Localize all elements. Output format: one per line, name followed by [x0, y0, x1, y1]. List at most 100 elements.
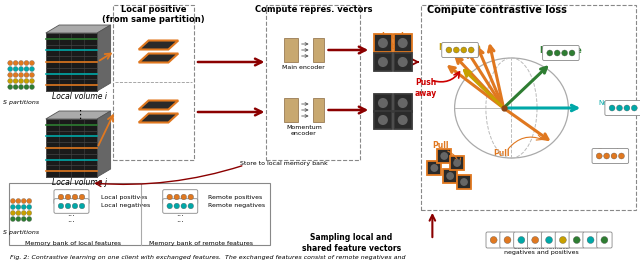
- Text: Local and remote
negatives and positives: Local and remote negatives and positives: [504, 245, 579, 255]
- Circle shape: [504, 237, 511, 243]
- Text: ⋮: ⋮: [74, 110, 85, 120]
- Polygon shape: [312, 98, 324, 122]
- Circle shape: [397, 38, 408, 48]
- Text: Momentum
encoder: Momentum encoder: [286, 125, 322, 136]
- Circle shape: [397, 98, 408, 108]
- Circle shape: [174, 194, 179, 200]
- Circle shape: [29, 85, 35, 90]
- Circle shape: [13, 61, 18, 66]
- Circle shape: [174, 203, 179, 209]
- FancyBboxPatch shape: [394, 111, 412, 129]
- Circle shape: [446, 172, 454, 180]
- Circle shape: [167, 203, 172, 209]
- FancyBboxPatch shape: [374, 34, 392, 52]
- Circle shape: [24, 79, 29, 84]
- Text: Local positive
(from same partition): Local positive (from same partition): [102, 5, 205, 24]
- Circle shape: [624, 105, 630, 111]
- Circle shape: [21, 205, 26, 210]
- Text: Local volume j: Local volume j: [52, 178, 107, 187]
- FancyBboxPatch shape: [457, 175, 471, 189]
- Circle shape: [21, 210, 26, 216]
- Text: Fig. 2: Contrastive learning on one client with exchanged features.  The exchang: Fig. 2: Contrastive learning on one clie…: [10, 254, 406, 259]
- Circle shape: [573, 237, 580, 243]
- Circle shape: [618, 153, 625, 159]
- Circle shape: [8, 61, 13, 66]
- Circle shape: [16, 199, 21, 204]
- Circle shape: [10, 205, 15, 210]
- FancyBboxPatch shape: [514, 232, 529, 248]
- Text: Pull: Pull: [493, 149, 510, 157]
- Circle shape: [569, 50, 575, 56]
- Polygon shape: [139, 53, 179, 63]
- Circle shape: [13, 85, 18, 90]
- Circle shape: [181, 194, 186, 200]
- Circle shape: [547, 50, 553, 56]
- FancyBboxPatch shape: [428, 161, 441, 175]
- Circle shape: [29, 79, 35, 84]
- Circle shape: [554, 50, 560, 56]
- Circle shape: [545, 237, 552, 243]
- FancyBboxPatch shape: [394, 53, 412, 71]
- Polygon shape: [46, 33, 97, 91]
- Circle shape: [631, 105, 637, 111]
- Text: Main encoder: Main encoder: [282, 65, 325, 70]
- Circle shape: [616, 105, 623, 111]
- Text: Sampling local and
shared feature vectors: Sampling local and shared feature vector…: [301, 233, 401, 253]
- Circle shape: [397, 57, 408, 67]
- Circle shape: [27, 199, 32, 204]
- Circle shape: [72, 203, 77, 209]
- Circle shape: [518, 237, 525, 243]
- Circle shape: [29, 67, 35, 72]
- Circle shape: [453, 159, 461, 167]
- Text: Negative: Negative: [598, 100, 630, 106]
- Circle shape: [181, 203, 186, 209]
- Circle shape: [378, 57, 388, 67]
- Text: Negative: Negative: [438, 43, 481, 52]
- Circle shape: [79, 194, 84, 200]
- Text: S partitions: S partitions: [3, 230, 39, 235]
- Text: Local negatives: Local negatives: [101, 204, 150, 209]
- Circle shape: [72, 194, 77, 200]
- Circle shape: [19, 61, 24, 66]
- Text: ...: ...: [176, 216, 184, 225]
- Text: Remote negatives: Remote negatives: [208, 204, 265, 209]
- FancyBboxPatch shape: [541, 232, 557, 248]
- Circle shape: [19, 85, 24, 90]
- Text: Local
positives: Local positives: [373, 32, 412, 51]
- FancyBboxPatch shape: [374, 111, 392, 129]
- Circle shape: [460, 178, 468, 186]
- FancyBboxPatch shape: [437, 149, 451, 163]
- FancyBboxPatch shape: [54, 190, 89, 204]
- FancyBboxPatch shape: [394, 94, 412, 112]
- Circle shape: [19, 73, 24, 78]
- Circle shape: [58, 203, 64, 209]
- Text: Local positives: Local positives: [101, 194, 147, 199]
- Circle shape: [16, 205, 21, 210]
- FancyBboxPatch shape: [444, 169, 457, 183]
- Circle shape: [188, 203, 193, 209]
- Circle shape: [10, 216, 15, 221]
- Circle shape: [167, 194, 172, 200]
- Text: Compute repres. vectors: Compute repres. vectors: [255, 5, 372, 14]
- Circle shape: [24, 85, 29, 90]
- Circle shape: [24, 61, 29, 66]
- Circle shape: [8, 67, 13, 72]
- FancyBboxPatch shape: [592, 149, 628, 163]
- Circle shape: [29, 73, 35, 78]
- FancyBboxPatch shape: [527, 232, 543, 248]
- Circle shape: [13, 79, 18, 84]
- Circle shape: [24, 73, 29, 78]
- Polygon shape: [46, 119, 97, 177]
- Polygon shape: [46, 111, 111, 119]
- Circle shape: [24, 67, 29, 72]
- Circle shape: [8, 73, 13, 78]
- Polygon shape: [284, 98, 298, 122]
- Circle shape: [19, 79, 24, 84]
- Circle shape: [611, 153, 617, 159]
- Polygon shape: [139, 101, 179, 110]
- Circle shape: [446, 47, 452, 53]
- Circle shape: [431, 164, 438, 172]
- FancyBboxPatch shape: [163, 199, 198, 213]
- FancyBboxPatch shape: [450, 156, 464, 170]
- FancyBboxPatch shape: [9, 183, 270, 245]
